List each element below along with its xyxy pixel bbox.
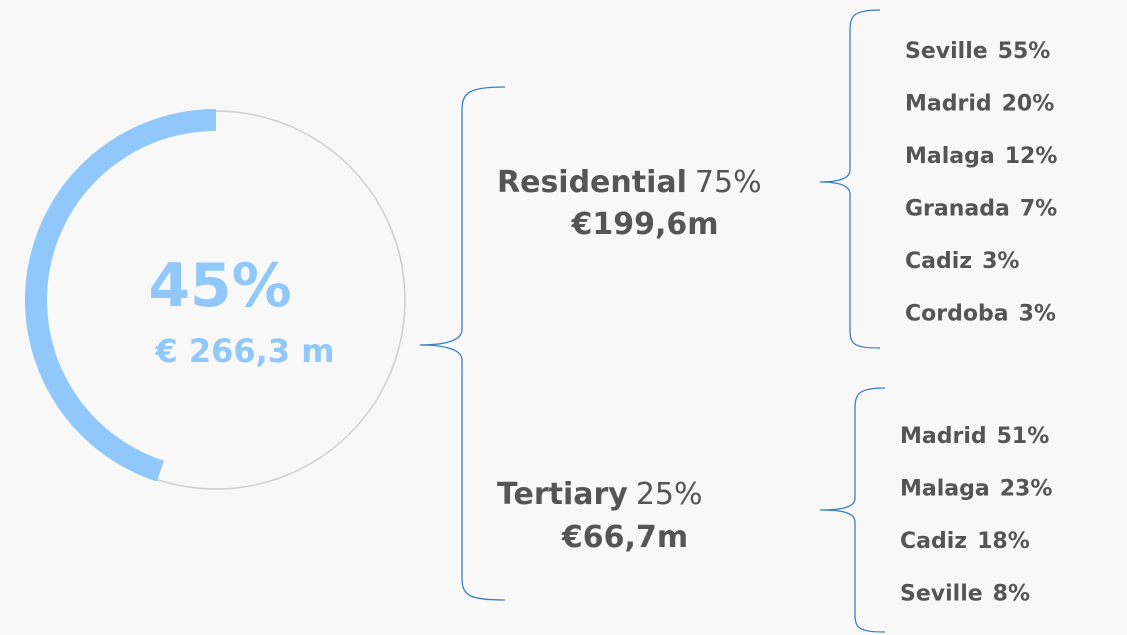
- gauge-amount: € 266,3 m: [154, 332, 334, 370]
- city-share: 51%: [997, 424, 1050, 449]
- city-row: Granada 7%: [905, 197, 1057, 222]
- city-name: Cordoba: [905, 302, 1009, 327]
- segment-amount: €66,7m: [561, 520, 688, 555]
- city-row: Madrid 20%: [905, 92, 1054, 117]
- city-name: Madrid: [900, 424, 987, 449]
- city-name: Seville: [905, 39, 988, 64]
- city-name: Cadiz: [905, 249, 972, 274]
- city-share: 18%: [977, 529, 1030, 554]
- brace: [819, 9, 881, 349]
- city-share: 8%: [993, 582, 1030, 607]
- city-name: Cadiz: [900, 529, 967, 554]
- city-row: Seville 55%: [905, 39, 1050, 64]
- city-row: Malaga 12%: [905, 144, 1057, 169]
- city-share: 23%: [1000, 477, 1053, 502]
- segment-share: 75%: [695, 165, 762, 200]
- city-row: Seville 8%: [900, 582, 1030, 607]
- city-share: 3%: [1019, 302, 1056, 327]
- city-name: Malaga: [900, 477, 990, 502]
- city-row: Cadiz 3%: [905, 249, 1019, 274]
- city-name: Madrid: [905, 92, 992, 117]
- ring-arc: [25, 109, 217, 482]
- segment-label: Residential 75%: [497, 165, 762, 200]
- segment-name: Tertiary: [497, 477, 628, 512]
- city-share: 20%: [1002, 92, 1055, 117]
- gauge-value: 45%: [148, 251, 292, 321]
- city-name: Seville: [900, 582, 983, 607]
- segment-share: 25%: [636, 477, 703, 512]
- city-share: 7%: [1020, 197, 1057, 222]
- brace: [419, 86, 506, 601]
- city-row: Madrid 51%: [900, 424, 1049, 449]
- city-row: Malaga 23%: [900, 477, 1052, 502]
- brace: [819, 387, 886, 633]
- city-share: 55%: [998, 39, 1051, 64]
- city-name: Granada: [905, 197, 1010, 222]
- city-row: Cordoba 3%: [905, 302, 1056, 327]
- segment-label: Tertiary 25%: [497, 477, 703, 512]
- segment-amount: €199,6m: [570, 207, 718, 242]
- segment-name: Residential: [497, 165, 687, 200]
- city-name: Malaga: [905, 144, 995, 169]
- city-share: 12%: [1005, 144, 1058, 169]
- city-row: Cadiz 18%: [900, 529, 1030, 554]
- city-share: 3%: [982, 249, 1019, 274]
